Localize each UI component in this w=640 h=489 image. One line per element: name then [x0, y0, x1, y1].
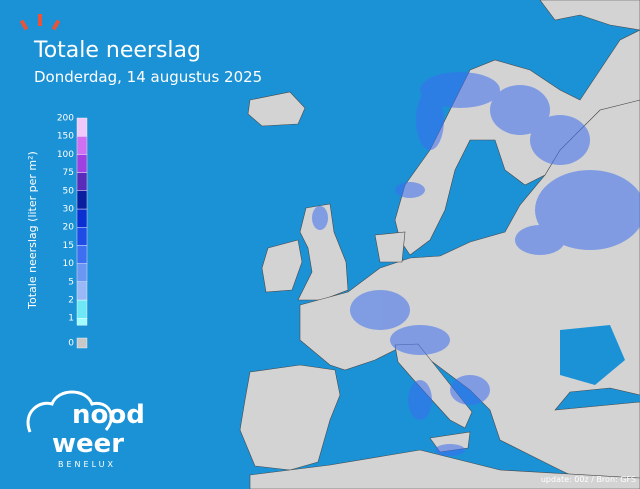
legend-tick: 20	[63, 223, 75, 233]
legend-tick: 30	[63, 205, 75, 215]
legend-swatch	[76, 263, 88, 283]
legend-swatch	[76, 337, 88, 349]
legend-swatch	[76, 172, 88, 192]
legend-tick: 15	[63, 241, 74, 251]
legend-tick: 200	[57, 114, 74, 124]
legend-swatch	[76, 154, 88, 173]
legend-swatch	[76, 135, 88, 155]
logo-rays	[19, 14, 61, 31]
legend-swatch	[76, 281, 88, 301]
legend-title: Totale neerslag (liter per m²)	[26, 151, 39, 310]
legend-swatch	[76, 318, 88, 326]
legend-swatch	[76, 208, 88, 228]
seas	[458, 145, 625, 385]
legend-tick: 5	[68, 277, 74, 287]
legend: 0 1 2 5 10 15 20 30 50 75 100 150 200	[57, 114, 88, 349]
subtitle: Donderdag, 14 augustus 2025	[34, 68, 262, 86]
legend-tick: 1	[68, 314, 74, 324]
legend-tick: 150	[57, 132, 74, 142]
legend-tick: 10	[63, 259, 75, 269]
precipitation	[312, 72, 640, 456]
legend-swatch	[76, 117, 88, 137]
legend-swatch	[76, 190, 88, 210]
legend-tick: 2	[68, 296, 74, 306]
legend-tick: 0	[68, 339, 74, 349]
legend-swatch	[76, 299, 88, 319]
legend-tick: 50	[63, 186, 75, 196]
logo-cloud	[26, 390, 113, 433]
logo-line2: weer	[52, 429, 124, 459]
logo-line3: BENELUX	[58, 460, 116, 469]
legend-tick: 100	[57, 150, 74, 160]
legend-swatch	[76, 245, 88, 264]
title: Totale neerslag	[33, 38, 201, 63]
source: update: 00z / Bron: GFS	[541, 475, 636, 484]
legend-swatch	[76, 226, 88, 246]
legend-tick: 75	[63, 168, 74, 178]
